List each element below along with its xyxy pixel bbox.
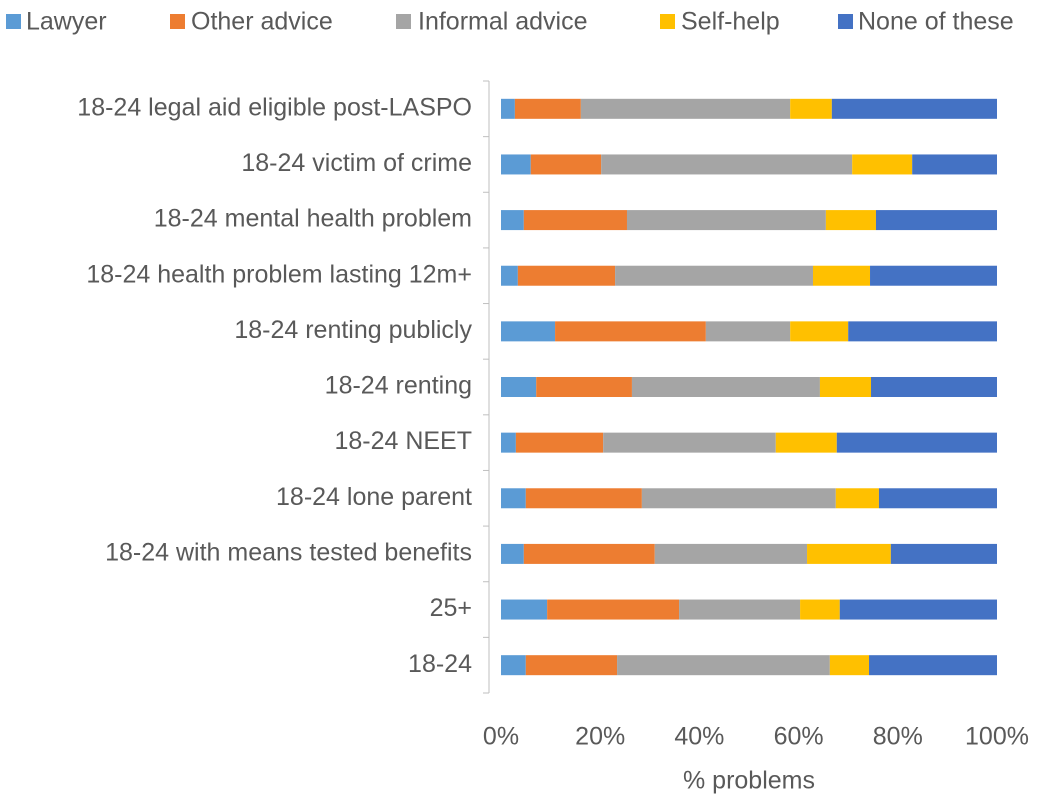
- legend-label: Other advice: [191, 8, 333, 36]
- bar-segment: [831, 98, 997, 119]
- bar-segment: [871, 377, 997, 397]
- legend-swatch: [170, 14, 185, 29]
- bar-segment: [705, 321, 791, 342]
- x-tick-label: 0%: [483, 723, 519, 751]
- bar-segment: [501, 98, 515, 119]
- bar-segment: [617, 655, 830, 676]
- legend-label: Self-help: [681, 8, 780, 36]
- y-tick-label: 18-24 with means tested benefits: [105, 539, 472, 567]
- bar-segment: [501, 655, 526, 676]
- bar-segment: [875, 210, 997, 231]
- bar-segment: [790, 321, 849, 342]
- legend-swatch: [838, 14, 853, 29]
- bar-segment: [501, 377, 537, 397]
- bar-segment: [501, 488, 526, 509]
- y-tick-label: 25+: [430, 594, 472, 622]
- bar-segment: [869, 655, 997, 676]
- bar-segment: [790, 98, 832, 119]
- y-tick-label: 18-24 NEET: [334, 427, 472, 455]
- bar-segment: [852, 154, 913, 175]
- bar-segment: [626, 210, 826, 231]
- x-tick-label: 40%: [674, 723, 724, 751]
- y-tick-label: 18-24 renting publicly: [234, 316, 472, 344]
- bar-segment: [501, 432, 516, 453]
- y-tick-label: 18-24 legal aid eligible post-LASPO: [77, 93, 472, 121]
- bar-segment: [523, 543, 655, 564]
- bar-segment: [878, 488, 997, 509]
- bar-segment: [836, 432, 997, 453]
- bar-segment: [870, 265, 997, 286]
- y-tick-label: 18-24: [408, 650, 472, 678]
- x-tick-label: 80%: [873, 723, 923, 751]
- legend-swatch: [396, 14, 411, 29]
- bar-segment: [912, 154, 997, 175]
- legend-label: Lawyer: [26, 8, 107, 36]
- bar-segment: [514, 98, 581, 119]
- bar-segment: [523, 210, 627, 231]
- bar-segment: [890, 543, 997, 564]
- y-tick-label: 18-24 mental health problem: [154, 205, 472, 233]
- bar-segment: [601, 154, 853, 175]
- x-tick-label: 20%: [575, 723, 625, 751]
- bar-segment: [501, 543, 524, 564]
- bar-segment: [517, 265, 616, 286]
- legend-label: None of these: [858, 8, 1014, 36]
- x-tick-label: 60%: [774, 723, 824, 751]
- bar-segment: [525, 655, 618, 676]
- bar-segment: [829, 655, 870, 676]
- y-tick-label: 18-24 health problem lasting 12m+: [86, 260, 472, 288]
- bar-segment: [819, 377, 872, 397]
- bar-segment: [501, 210, 524, 231]
- bar-segment: [515, 432, 604, 453]
- y-tick-label: 18-24 victim of crime: [241, 149, 472, 177]
- bar-segment: [501, 599, 548, 620]
- x-tick-label: 100%: [965, 723, 1029, 751]
- bar-segment: [615, 265, 813, 286]
- bar-segment: [580, 98, 791, 119]
- legend-label: Informal advice: [418, 8, 588, 36]
- bar-segment: [536, 377, 632, 397]
- bar-segment: [555, 321, 706, 342]
- y-tick-label: 18-24 renting: [325, 372, 472, 400]
- bar-segment: [631, 377, 820, 397]
- bar-segment: [679, 599, 801, 620]
- bar-segment: [654, 543, 808, 564]
- bar-segment: [641, 488, 836, 509]
- bar-segment: [839, 599, 997, 620]
- bar-segment: [800, 599, 840, 620]
- legend-swatch: [6, 14, 21, 29]
- bar-segment: [501, 265, 518, 286]
- bar-segment: [603, 432, 776, 453]
- legend-swatch: [660, 14, 675, 29]
- bar-segment: [807, 543, 891, 564]
- bar-segment: [835, 488, 879, 509]
- bar-segment: [825, 210, 876, 231]
- bar-segment: [547, 599, 680, 620]
- bar-segment: [525, 488, 642, 509]
- bar-segment: [812, 265, 871, 286]
- bar-segment: [530, 154, 602, 175]
- y-tick-label: 18-24 lone parent: [276, 483, 472, 511]
- x-axis-title: % problems: [683, 767, 815, 795]
- bar-segment: [501, 154, 531, 175]
- bar-segment: [848, 321, 997, 342]
- bar-segment: [775, 432, 837, 453]
- bar-segment: [501, 321, 556, 342]
